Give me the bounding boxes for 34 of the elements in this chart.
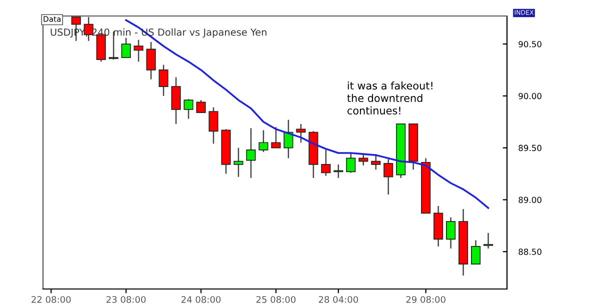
candlestick <box>371 153 381 170</box>
candlestick <box>470 240 481 265</box>
candlestick <box>158 64 168 97</box>
x-tick-label: 29 08:00 <box>406 296 446 303</box>
candlestick <box>234 147 244 178</box>
y-tick-label: 90.00 <box>518 92 542 100</box>
candlestick <box>334 164 344 179</box>
candlestick <box>246 127 256 179</box>
candlestick <box>208 106 218 144</box>
y-tick-label: 89.50 <box>518 144 542 152</box>
x-tick-label: 22 08:00 <box>32 296 71 303</box>
candlestick <box>258 130 268 153</box>
y-tick-label: 90.50 <box>518 41 542 48</box>
candlestick <box>446 216 456 250</box>
x-tick-label: 23 08:00 <box>106 296 146 303</box>
candlestick <box>184 98 194 120</box>
y-tick-label: 89.00 <box>518 196 542 204</box>
candlestick <box>271 126 281 148</box>
candlestick <box>296 123 306 144</box>
candlestick <box>346 152 356 174</box>
annotation: it was a fakeout! the downtrend continues! <box>347 82 432 114</box>
candlestick <box>321 149 331 176</box>
candlestick <box>358 153 368 166</box>
candlestick <box>171 76 181 125</box>
x-tick-label: 25 08:00 <box>256 296 296 303</box>
candlestick <box>121 37 131 58</box>
candlestick <box>146 41 156 80</box>
candlestick <box>483 232 494 250</box>
y-tick-label: 88.50 <box>518 248 542 255</box>
candlestick <box>134 39 144 62</box>
candlestick <box>196 99 206 114</box>
x-tick-label: 28 04:00 <box>318 296 358 303</box>
candlestick <box>384 158 394 196</box>
x-tick-label: 24 08:00 <box>181 296 221 303</box>
